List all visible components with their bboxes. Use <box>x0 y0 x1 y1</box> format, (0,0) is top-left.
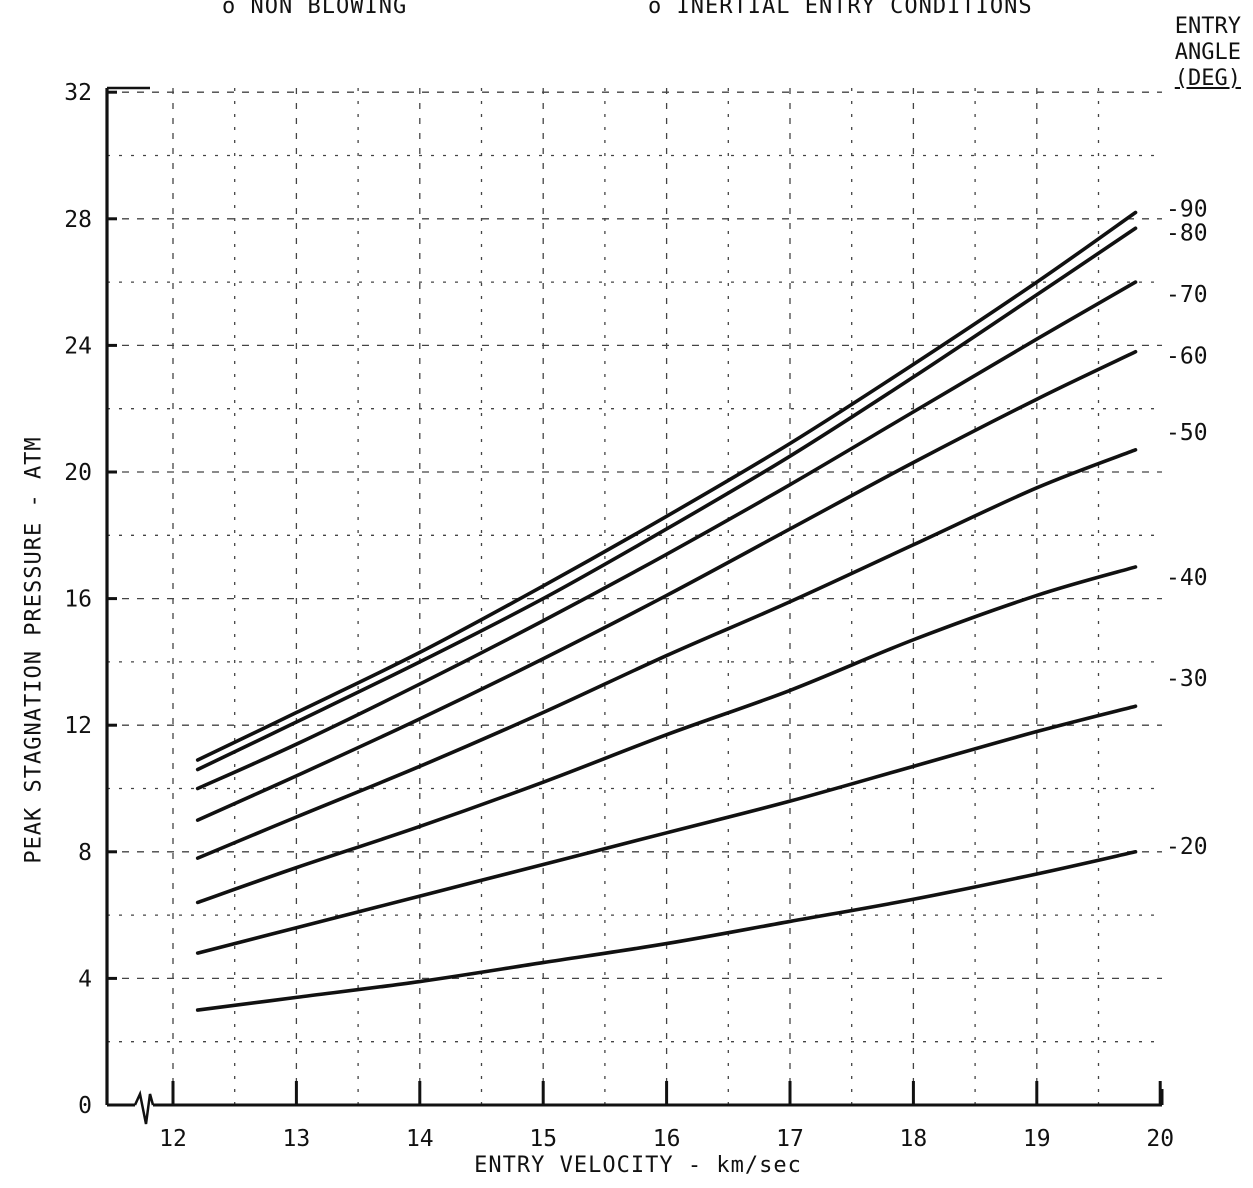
legend-title-line-1: ENTRY <box>1174 14 1241 39</box>
legend-title-line-2: ANGLE <box>1174 40 1241 65</box>
curve-angle-50 <box>195 448 1138 860</box>
y-tick-label: 4 <box>78 966 92 992</box>
curve-angle-70 <box>195 280 1138 791</box>
x-axis-label: ENTRY VELOCITY - km/sec <box>474 1153 802 1178</box>
curve-angle-80 <box>195 226 1138 772</box>
curve-angle-90 <box>195 210 1138 762</box>
y-tick-label: 12 <box>64 713 92 739</box>
legend-title-line-3: (DEG) <box>1174 66 1241 91</box>
curve-label: -90 <box>1166 196 1208 222</box>
x-tick-label: 20 <box>1146 1126 1174 1152</box>
curve-label: -70 <box>1166 282 1208 308</box>
y-tick-label: 16 <box>64 587 92 613</box>
note-non-blowing: o NON BLOWING <box>222 0 408 19</box>
y-tick-label: 0 <box>78 1093 92 1119</box>
y-tick-label: 28 <box>64 207 92 233</box>
x-tick-label: 16 <box>653 1126 681 1152</box>
curve-label: -30 <box>1166 666 1208 692</box>
curve-label: -20 <box>1166 834 1208 860</box>
note-inertial-entry: o INERTIAL ENTRY CONDITIONS <box>648 0 1033 19</box>
curve-label: -60 <box>1166 344 1208 370</box>
x-tick-label: 19 <box>1023 1126 1051 1152</box>
curve-label: -50 <box>1166 420 1208 446</box>
x-tick-label: 14 <box>406 1126 434 1152</box>
y-tick-label: 24 <box>64 333 92 359</box>
entry-angle-legend-title: ENTRY ANGLE (DEG) <box>1175 14 1241 92</box>
x-tick-label: 15 <box>529 1126 557 1152</box>
y-tick-label: 32 <box>64 80 92 106</box>
x-tick-label: 17 <box>776 1126 804 1152</box>
curve-angle-20 <box>195 850 1138 1012</box>
x-tick-label: 13 <box>283 1126 311 1152</box>
curve-angle-30 <box>195 704 1138 955</box>
curve-label: -80 <box>1166 220 1208 246</box>
curve-label: -40 <box>1166 565 1208 591</box>
axis-break-icon <box>133 1089 155 1125</box>
curve-angle-40 <box>195 565 1138 905</box>
y-tick-label: 20 <box>64 460 92 486</box>
x-tick-label: 18 <box>900 1126 928 1152</box>
x-tick-label: 12 <box>159 1126 187 1152</box>
y-tick-label: 8 <box>78 840 92 866</box>
curve-angle-60 <box>195 349 1138 822</box>
